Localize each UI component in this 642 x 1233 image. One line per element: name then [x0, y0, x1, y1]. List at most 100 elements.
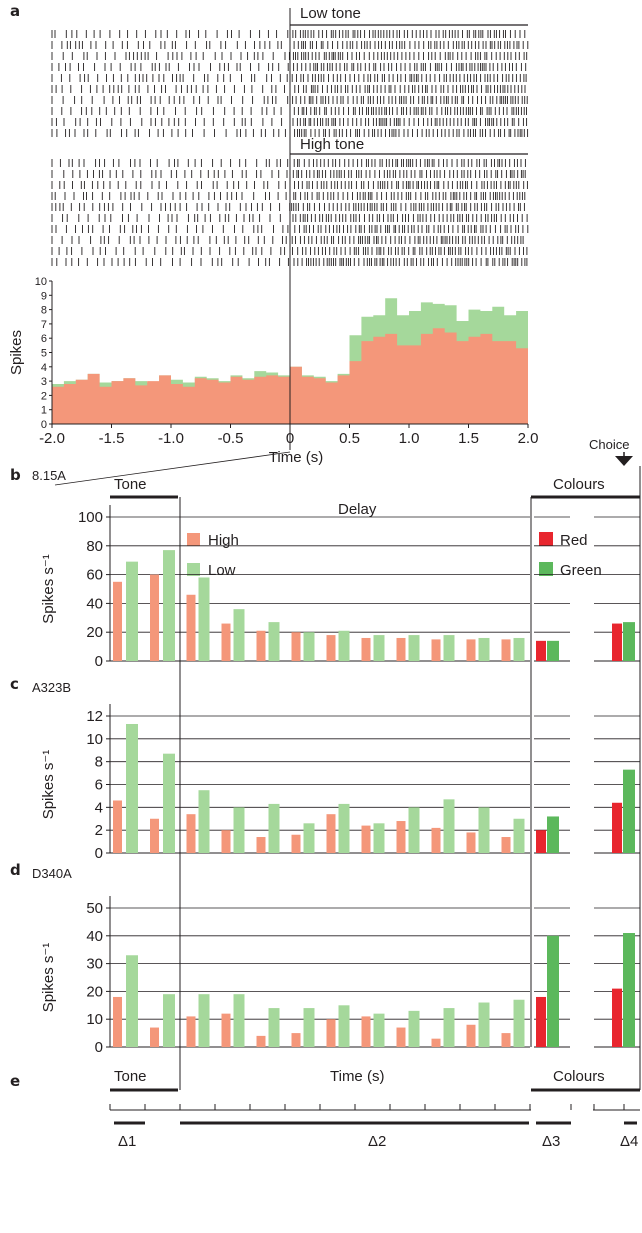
bar-high — [221, 1013, 231, 1047]
bar-high — [361, 825, 371, 853]
bar-low — [513, 637, 525, 661]
y-tick-label: 2 — [95, 822, 103, 839]
psth-y-tick-label: 4 — [41, 362, 47, 374]
bar-high — [361, 1016, 371, 1047]
y-tick-label: 40 — [86, 595, 103, 612]
bar-low — [233, 994, 245, 1047]
raster-low-tone — [51, 30, 529, 137]
colours-label-e: Colours — [553, 1068, 605, 1085]
bar-high — [466, 832, 476, 853]
panel-label-e: e — [10, 1072, 20, 1090]
psth-x-tick-label: 0.5 — [339, 430, 360, 447]
y-axis-label: Spikes s⁻¹ — [40, 554, 57, 624]
bar-red — [536, 640, 546, 661]
bar-low — [373, 635, 385, 661]
bar-low — [268, 1008, 280, 1047]
psth-y-label: Spikes — [8, 330, 25, 375]
bar-high — [466, 639, 476, 661]
unit-label-b: 8.15A — [32, 468, 66, 483]
spike-row — [51, 96, 528, 104]
psth-y-tick-label: 9 — [41, 290, 47, 302]
bar-high — [256, 630, 266, 661]
bar-red — [612, 988, 622, 1047]
psth-y-tick-label: 7 — [41, 319, 47, 331]
bar-high — [291, 1033, 301, 1047]
spike-row — [51, 63, 527, 71]
bar-low — [268, 803, 280, 853]
legend-green-swatch — [539, 562, 553, 576]
spike-row — [51, 85, 526, 93]
bar-red — [612, 623, 622, 661]
y-tick-label: 80 — [86, 538, 103, 555]
bar-low — [233, 807, 245, 853]
bar-low — [303, 632, 315, 661]
bar-low — [198, 577, 210, 661]
y-tick-label: 10 — [86, 731, 103, 748]
psth-x-tick-label: 1.0 — [399, 430, 420, 447]
bar-chart-d: 0 10 20 30 40 50 Spikes s⁻¹ — [40, 896, 640, 1056]
bar-chart-c: 0 2 4 6 8 10 12 Spikes s⁻¹ — [40, 704, 640, 862]
spike-row — [51, 192, 526, 200]
bar-low — [408, 807, 420, 853]
y-tick-label: 40 — [86, 928, 103, 945]
bar-high — [396, 1027, 406, 1047]
bar-green — [623, 769, 635, 853]
psth-x-tick-label: -0.5 — [218, 430, 244, 447]
bar-high — [256, 837, 266, 853]
bar-high — [361, 637, 371, 661]
bar-low — [126, 723, 138, 853]
bar-high — [431, 1038, 441, 1047]
psth-x-tick-label: -1.0 — [158, 430, 184, 447]
bar-high — [186, 814, 196, 853]
y-axis-label: Spikes s⁻¹ — [40, 750, 57, 820]
unit-label-c: A323B — [32, 680, 71, 695]
bar-low — [163, 753, 175, 853]
y-tick-label: 0 — [95, 653, 103, 670]
choice-arrow-icon — [615, 456, 633, 466]
bar-high — [501, 639, 511, 661]
bar-low — [163, 550, 175, 661]
bar-high — [150, 818, 159, 853]
bar-high — [186, 594, 196, 661]
bar-low — [443, 799, 455, 853]
y-tick-label: 8 — [95, 754, 103, 771]
psth-y-tick-label: 5 — [41, 348, 47, 360]
panel-label-c: c — [10, 675, 19, 693]
bar-low — [443, 1008, 455, 1047]
bar-low — [513, 818, 525, 853]
bar-high — [113, 800, 122, 853]
legend-red-swatch — [539, 532, 553, 546]
bar-low — [373, 823, 385, 853]
spike-row — [51, 203, 525, 211]
bar-high — [291, 632, 301, 661]
bar-low — [478, 637, 490, 661]
bar-low — [303, 1008, 315, 1047]
y-tick-label: 20 — [86, 983, 103, 1000]
bar-high — [396, 637, 406, 661]
psth-y-tick-label: 3 — [41, 376, 47, 388]
psth-x-label: Time (s) — [269, 449, 323, 466]
colours-label-b: Colours — [553, 476, 605, 493]
legend-high-swatch — [187, 533, 200, 546]
delta4-label: Δ4 — [620, 1133, 638, 1150]
tone-label-b: Tone — [114, 476, 147, 493]
raster-high-label: High tone — [300, 136, 364, 153]
bar-high — [221, 623, 231, 661]
tone-label-e: Tone — [114, 1068, 147, 1085]
bar-low — [268, 622, 280, 661]
y-tick-label: 10 — [86, 1011, 103, 1028]
psth-y-tick-label: 0 — [41, 419, 47, 431]
bar-high — [186, 1016, 196, 1047]
spike-row — [51, 214, 528, 222]
y-tick-label: 20 — [86, 624, 103, 641]
delta3-label: Δ3 — [542, 1133, 560, 1150]
bar-high — [466, 1024, 476, 1047]
panel-label-a: a — [10, 2, 20, 20]
spike-row — [51, 52, 528, 60]
bar-low — [198, 994, 210, 1047]
choice-label: Choice — [589, 437, 629, 452]
y-tick-label: 4 — [95, 799, 103, 816]
psth-y-tick-label: 2 — [41, 390, 47, 402]
y-tick-label: 60 — [86, 567, 103, 584]
spike-row — [51, 30, 526, 38]
